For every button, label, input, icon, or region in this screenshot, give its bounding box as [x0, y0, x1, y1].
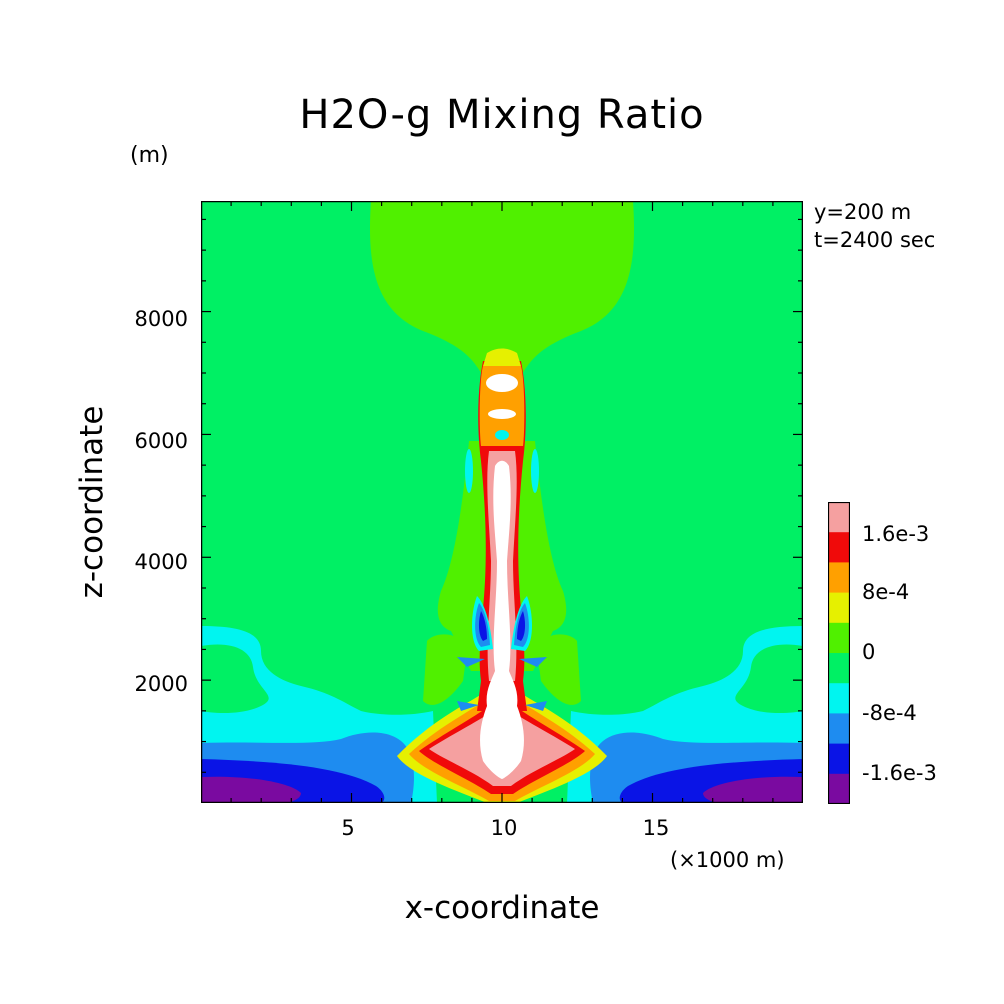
green-pocket-right: [735, 644, 803, 714]
x-tick-label: 5: [341, 816, 355, 840]
annotation-time: t=2400 sec: [814, 228, 936, 252]
colorbar-label: 0: [862, 640, 876, 664]
annotation-y-position: y=200 m: [814, 200, 912, 224]
y-tick-label: 4000: [134, 550, 188, 574]
y-axis-unit: (m): [130, 143, 169, 168]
notch-left-lower: [457, 701, 479, 711]
purple-region-left: [201, 776, 301, 803]
colorbar-label: -8e-4: [862, 701, 917, 725]
notch-right-lower: [525, 701, 547, 711]
side-lobe-left: [423, 634, 467, 705]
colorbar-band: [828, 743, 850, 775]
plume-top-yellow: [483, 348, 521, 366]
colorbar-band: [828, 653, 850, 684]
upper-dome-region: [369, 201, 635, 416]
y-tick-label: 6000: [134, 429, 188, 453]
colorbar-band: [828, 532, 850, 563]
colorbar-band: [828, 592, 850, 624]
colorbar-label: -1.6e-3: [862, 761, 937, 785]
y-tick-label: 2000: [134, 672, 188, 696]
axis-ticks: [201, 201, 803, 803]
vortex-right-darkblue: [517, 611, 526, 641]
colorbar: [828, 502, 850, 804]
notch-left: [457, 657, 485, 667]
colorbar-band: [828, 502, 850, 533]
purple-region-right: [703, 776, 803, 803]
plume-core-white: [480, 460, 524, 779]
side-cyan-left: [465, 449, 473, 493]
side-cyan-right: [531, 449, 539, 493]
contour-plot: [201, 201, 803, 803]
x-axis-label: x-coordinate: [404, 890, 600, 926]
x-tick-label: 15: [642, 816, 670, 840]
side-lobe-right: [537, 634, 581, 705]
colorbar-band: [828, 622, 850, 654]
colorbar-label: 8e-4: [862, 580, 910, 604]
chart-title: H2O-g Mixing Ratio: [299, 92, 705, 138]
colorbar-label: 1.6e-3: [862, 522, 930, 546]
vortex-left-darkblue: [478, 611, 487, 641]
green-pocket-left: [201, 644, 269, 714]
upper-bubble-white: [486, 374, 518, 392]
colorbar-band: [828, 683, 850, 714]
plume-cyan-spot: [495, 430, 509, 440]
colorbar-band: [828, 773, 850, 804]
y-tick-label: 8000: [134, 307, 188, 331]
notch-right: [519, 657, 547, 667]
colorbar-frame: [828, 502, 850, 804]
x-tick-label: 10: [490, 816, 518, 840]
colorbar-band: [828, 713, 850, 745]
x-axis-unit: (×1000 m): [670, 848, 785, 872]
middle-bubble-white: [488, 409, 516, 419]
colorbar-band: [828, 562, 850, 594]
